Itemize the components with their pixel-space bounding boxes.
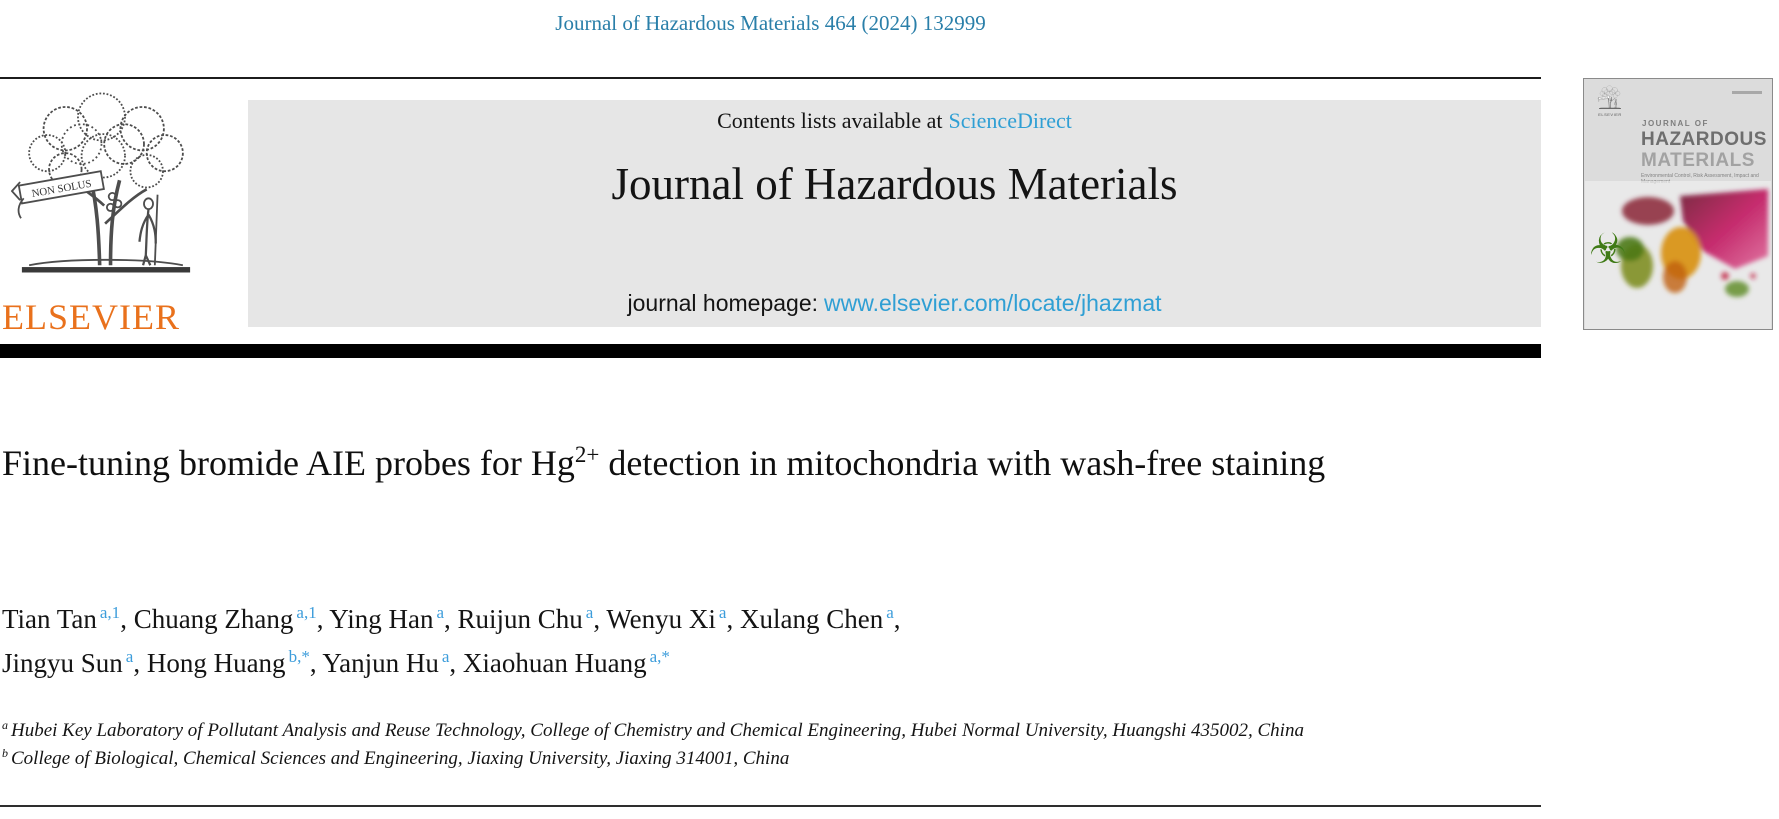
cover-world-map-graphic: ☣ — [1585, 181, 1771, 329]
author-separator: , — [449, 648, 463, 678]
author-affil-link[interactable]: a,1 — [99, 603, 121, 622]
section-black-bar — [0, 344, 1541, 358]
author-separator: , — [893, 604, 901, 634]
cover-title-line2: MATERIALS — [1641, 150, 1755, 171]
elsevier-logo: ELSEVIER — [2, 88, 214, 338]
author: Xulang Chen a, — [740, 604, 901, 634]
author-affil-link[interactable]: a — [585, 603, 594, 622]
journal-masthead-banner: Contents lists available at ScienceDirect… — [248, 100, 1541, 327]
author-name: Ying Han — [329, 604, 434, 634]
affiliation-text: College of Biological, Chemical Sciences… — [11, 748, 790, 769]
author: Wenyu Xi a, — [606, 604, 740, 634]
bottom-divider-rule — [0, 805, 1541, 807]
author: Tian Tan a,1, — [2, 604, 134, 634]
author-line-1: Tian Tan a,1, Chuang Zhang a,1, Ying Han a,… — [2, 597, 1452, 641]
author-affil-link[interactable]: a — [886, 603, 894, 622]
author-affil-link[interactable]: a,1 — [296, 603, 317, 622]
author-name: Yanjun Hu — [322, 648, 439, 678]
author-name: Xulang Chen — [739, 604, 884, 634]
article-title-pre: Fine-tuning bromide AIE probes for Hg — [2, 443, 575, 483]
elsevier-wordmark: ELSEVIER — [2, 297, 180, 337]
author-name: Jingyu Sun — [2, 648, 123, 678]
homepage-label: journal homepage: — [627, 290, 819, 316]
author-separator: , — [593, 604, 607, 634]
cover-elsevier-mini-logo: ELSEVIER — [1596, 85, 1624, 123]
affiliation-text: Hubei Key Laboratory of Pollutant Analys… — [11, 720, 1304, 741]
author-name: Wenyu Xi — [606, 604, 716, 634]
cover-elsevier-microtext: ELSEVIER — [1598, 112, 1622, 117]
cover-kicker-text: JOURNAL OF — [1642, 119, 1709, 128]
journal-citation-header: Journal of Hazardous Materials 464 (2024… — [555, 11, 986, 35]
author-separator: , — [133, 648, 147, 678]
author-list: Tian Tan a,1, Chuang Zhang a,1, Ying Han a,… — [2, 597, 1452, 685]
sciencedirect-link[interactable]: ScienceDirect — [948, 108, 1072, 133]
author-affil-link[interactable]: a — [436, 603, 445, 622]
affiliation-label: b — [2, 745, 8, 760]
affiliation-line: b College of Biological, Chemical Science… — [2, 745, 1522, 773]
author-name: Xiaohuan Huang — [462, 648, 647, 678]
affiliation-list: a Hubei Key Laboratory of Pollutant Analy… — [2, 717, 1522, 773]
author-separator: , — [309, 648, 323, 678]
cover-issn-mark — [1732, 91, 1762, 94]
author-separator: , — [120, 604, 134, 634]
article-title: Fine-tuning bromide AIE probes for Hg2+ … — [2, 437, 1402, 490]
author-affil-link[interactable]: a — [125, 647, 134, 666]
author: Chuang Zhang a,1, — [134, 604, 330, 634]
biohazard-icon: ☣ — [1589, 224, 1627, 273]
author: Hong Huang b,*, — [147, 648, 322, 678]
author: Yanjun Hu a, — [322, 648, 463, 678]
contents-availability-line: Contents lists available at ScienceDirect — [248, 108, 1541, 134]
author-separator: , — [726, 604, 740, 634]
author-name: Tian Tan — [2, 604, 97, 634]
cover-title-line1: HAZARDOUS — [1641, 129, 1767, 150]
article-title-post: detection in mitochondria with wash-free… — [599, 443, 1326, 483]
top-divider-rule — [0, 77, 1541, 79]
author-affil-link[interactable]: a — [441, 647, 450, 666]
elsevier-tree-icon — [6, 88, 206, 296]
author-affil-link[interactable]: a,* — [649, 647, 670, 666]
journal-homepage-link[interactable]: www.elsevier.com/locate/jhazmat — [824, 290, 1162, 316]
journal-title: Journal of Hazardous Materials — [611, 159, 1178, 209]
author: Ying Han a, — [329, 604, 457, 634]
author: Jingyu Sun a, — [2, 648, 147, 678]
author-name: Chuang Zhang — [133, 604, 294, 634]
author-affil-link[interactable]: a — [718, 603, 727, 622]
author-line-2: Jingyu Sun a, Hong Huang b,*, Yanjun Hu a, … — [2, 641, 1452, 685]
journal-cover-thumbnail[interactable]: ELSEVIER JOURNAL OF HAZARDOUS MATERIALS … — [1583, 78, 1773, 330]
author-name: Hong Huang — [146, 648, 286, 678]
title-superscript: 2+ — [574, 442, 600, 467]
affiliation-line: a Hubei Key Laboratory of Pollutant Analy… — [2, 717, 1522, 745]
journal-homepage-line: journal homepage: www.elsevier.com/locate… — [248, 290, 1541, 317]
author: Xiaohuan Huang a,* — [463, 648, 670, 678]
cover-tree-icon — [1597, 85, 1623, 112]
author-separator: , — [444, 604, 458, 634]
author: Ruijun Chu a, — [458, 604, 607, 634]
contents-prefix-text: Contents lists available at — [717, 108, 943, 133]
author-name: Ruijun Chu — [457, 604, 583, 634]
author-separator: , — [316, 604, 330, 634]
author-affil-link[interactable]: b,* — [288, 647, 310, 666]
affiliation-label: a — [2, 717, 8, 732]
